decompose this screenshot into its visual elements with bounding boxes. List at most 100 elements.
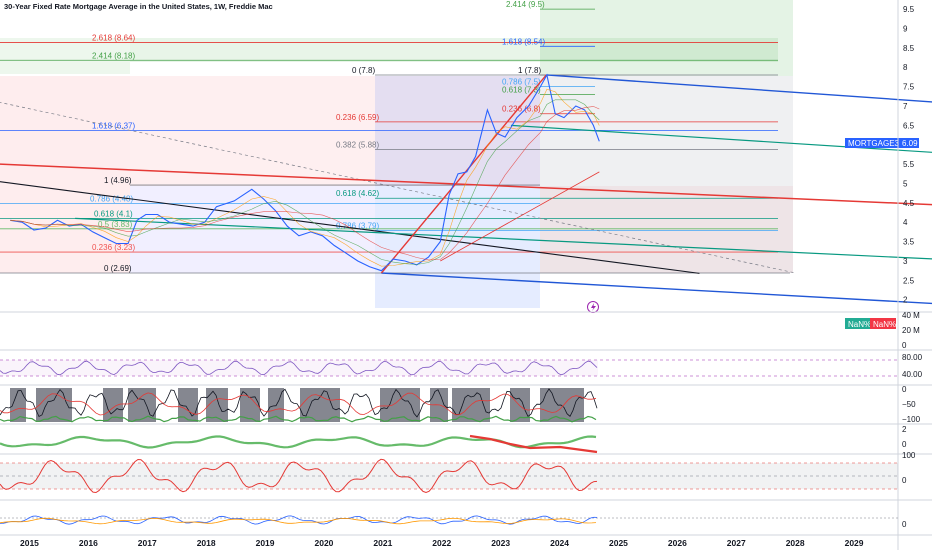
fib-label: 1 (4.96) xyxy=(104,176,132,185)
time-axis-tick: 2016 xyxy=(79,538,98,548)
time-axis-tick: 2023 xyxy=(491,538,510,548)
osc4-tick-0: 0 xyxy=(902,476,907,485)
fib-label: 0.618 (7.3) xyxy=(502,85,541,94)
time-axis-tick: 2029 xyxy=(845,538,864,548)
osc2-tick-m50: −50 xyxy=(902,400,916,409)
teal-trend-line-lower xyxy=(75,217,932,260)
fib-label: 0.786 (4.48) xyxy=(90,195,133,204)
price-tag: MORTGAGE30US 6.09 xyxy=(845,138,919,148)
price-axis-tick: 2 xyxy=(903,296,908,305)
osc2-tick-m100: −100 xyxy=(902,415,921,424)
price-series xyxy=(10,73,600,272)
price-axis-tick: 8.5 xyxy=(903,44,915,53)
osc4-tick-100: 100 xyxy=(902,451,916,460)
volume-legend-down: NaN% xyxy=(873,320,896,329)
time-axis-tick: 2024 xyxy=(550,538,569,548)
oscillator-zone-block xyxy=(452,388,478,422)
time-axis-tick: 2022 xyxy=(432,538,451,548)
fib-label: 0.618 (4.1) xyxy=(94,209,133,218)
ma-medium xyxy=(10,99,600,265)
time-axis-tick: 2021 xyxy=(373,538,392,548)
chart-title: 30-Year Fixed Rate Mortgage Average in t… xyxy=(4,2,273,11)
fib-label: 2.618 (8.64) xyxy=(92,33,135,42)
oscillator-zone-block xyxy=(570,388,584,422)
oscillator-zone-block xyxy=(10,388,26,422)
oscillator-zone-block xyxy=(103,388,123,422)
price-line xyxy=(10,73,600,272)
zone-pink-right xyxy=(540,186,793,273)
price-axis-tick: 9.5 xyxy=(903,5,915,14)
oscillator3-pane: 2 0 xyxy=(0,425,907,454)
oscillator1-pane: 80.00 40.00 xyxy=(0,353,923,379)
fib-label: 0.382 (5.88) xyxy=(336,140,379,149)
ma-slow xyxy=(10,106,600,261)
fib-label: 0.5 (3.83) xyxy=(98,220,133,229)
blue-channel-upper xyxy=(546,74,932,103)
price-tag-value: 6.09 xyxy=(902,139,918,148)
zone-red-mid xyxy=(130,76,540,186)
fib-label: 1 (7.8) xyxy=(518,66,541,75)
osc1-tick-40: 40.00 xyxy=(902,370,923,379)
zone-red-left xyxy=(0,76,130,273)
time-axis-tick: 2020 xyxy=(315,538,334,548)
fib-label: 0.786 (3.79) xyxy=(336,221,379,230)
time-axis-tick: 2019 xyxy=(256,538,275,548)
osc3-tick-2: 2 xyxy=(902,425,907,434)
blue-channel-lower xyxy=(381,272,932,305)
fib-label: 0.236 (6.59) xyxy=(336,113,379,122)
fib-label: 0.236 (3.23) xyxy=(92,243,135,252)
osc2-tick-0: 0 xyxy=(902,385,907,394)
vol-tick-40m: 40 M xyxy=(902,311,920,320)
price-axis: 9.598.587.576.565.554.543.532.52 xyxy=(903,5,915,305)
oscillator5-pane: 0 xyxy=(0,515,907,529)
time-axis-tick: 2017 xyxy=(138,538,157,548)
fib-label: 0.618 (4.62) xyxy=(336,189,379,198)
zone-green-top-right xyxy=(540,0,793,76)
fib-label: 0.236 (6.8) xyxy=(502,105,541,114)
price-axis-tick: 7 xyxy=(903,102,908,111)
oscillator-zone-block xyxy=(322,388,340,422)
oscillator-zone-block xyxy=(128,388,156,422)
oscillator4-pane: 100 0 xyxy=(0,451,916,494)
oscillator-zone-block xyxy=(300,388,322,422)
red-trend-line xyxy=(0,163,932,206)
price-axis-tick: 9 xyxy=(903,24,908,33)
price-axis-tick: 7.5 xyxy=(903,83,915,92)
zone-blue-mid xyxy=(130,186,375,273)
osc3-tick-0: 0 xyxy=(902,440,907,449)
vol-tick-20m: 20 M xyxy=(902,326,920,335)
time-axis-tick: 2018 xyxy=(197,538,216,548)
time-axis-tick: 2026 xyxy=(668,538,687,548)
price-axis-tick: 2.5 xyxy=(903,276,915,285)
volume-pane: 40 M 20 M 0 NaN% NaN% xyxy=(845,311,920,350)
zone-green-left xyxy=(0,38,130,74)
price-axis-tick: 3.5 xyxy=(903,238,915,247)
price-axis-tick: 8 xyxy=(903,63,908,72)
oscillator-zone-block xyxy=(478,388,490,422)
time-axis: 2015 2016 2017 2018 2019 2020 2021 2022 2023 2024… xyxy=(20,538,864,548)
osc5-tick-0: 0 xyxy=(902,520,907,529)
oscillator-zone-block xyxy=(510,388,530,422)
fib-label: 0 (7.8) xyxy=(352,66,375,75)
vol-tick-0: 0 xyxy=(902,341,907,350)
lightning-icon[interactable] xyxy=(587,301,599,313)
time-axis-tick: 2028 xyxy=(786,538,805,548)
fib-label: 2.414 (8.18) xyxy=(92,51,135,60)
time-axis-tick: 2025 xyxy=(609,538,628,548)
red-support-line xyxy=(440,171,600,262)
price-axis-tick: 5 xyxy=(903,179,908,188)
price-axis-tick: 6.5 xyxy=(903,121,915,130)
price-axis-tick: 3 xyxy=(903,257,908,266)
price-axis-tick: 5.5 xyxy=(903,160,915,169)
oscillator-zone-block xyxy=(206,388,228,422)
red-rise-line xyxy=(380,74,547,274)
time-axis-tick: 2027 xyxy=(727,538,746,548)
osc1-tick-80: 80.00 xyxy=(902,353,923,362)
ma-fast xyxy=(10,88,600,267)
fib-label: 0 (2.69) xyxy=(104,264,132,273)
zone-green-top xyxy=(130,38,778,62)
price-axis-tick: 4.5 xyxy=(903,199,915,208)
fib-label: 1.618 (6.37) xyxy=(92,121,135,130)
price-tag-symbol: MORTGAGE30US xyxy=(848,139,915,148)
